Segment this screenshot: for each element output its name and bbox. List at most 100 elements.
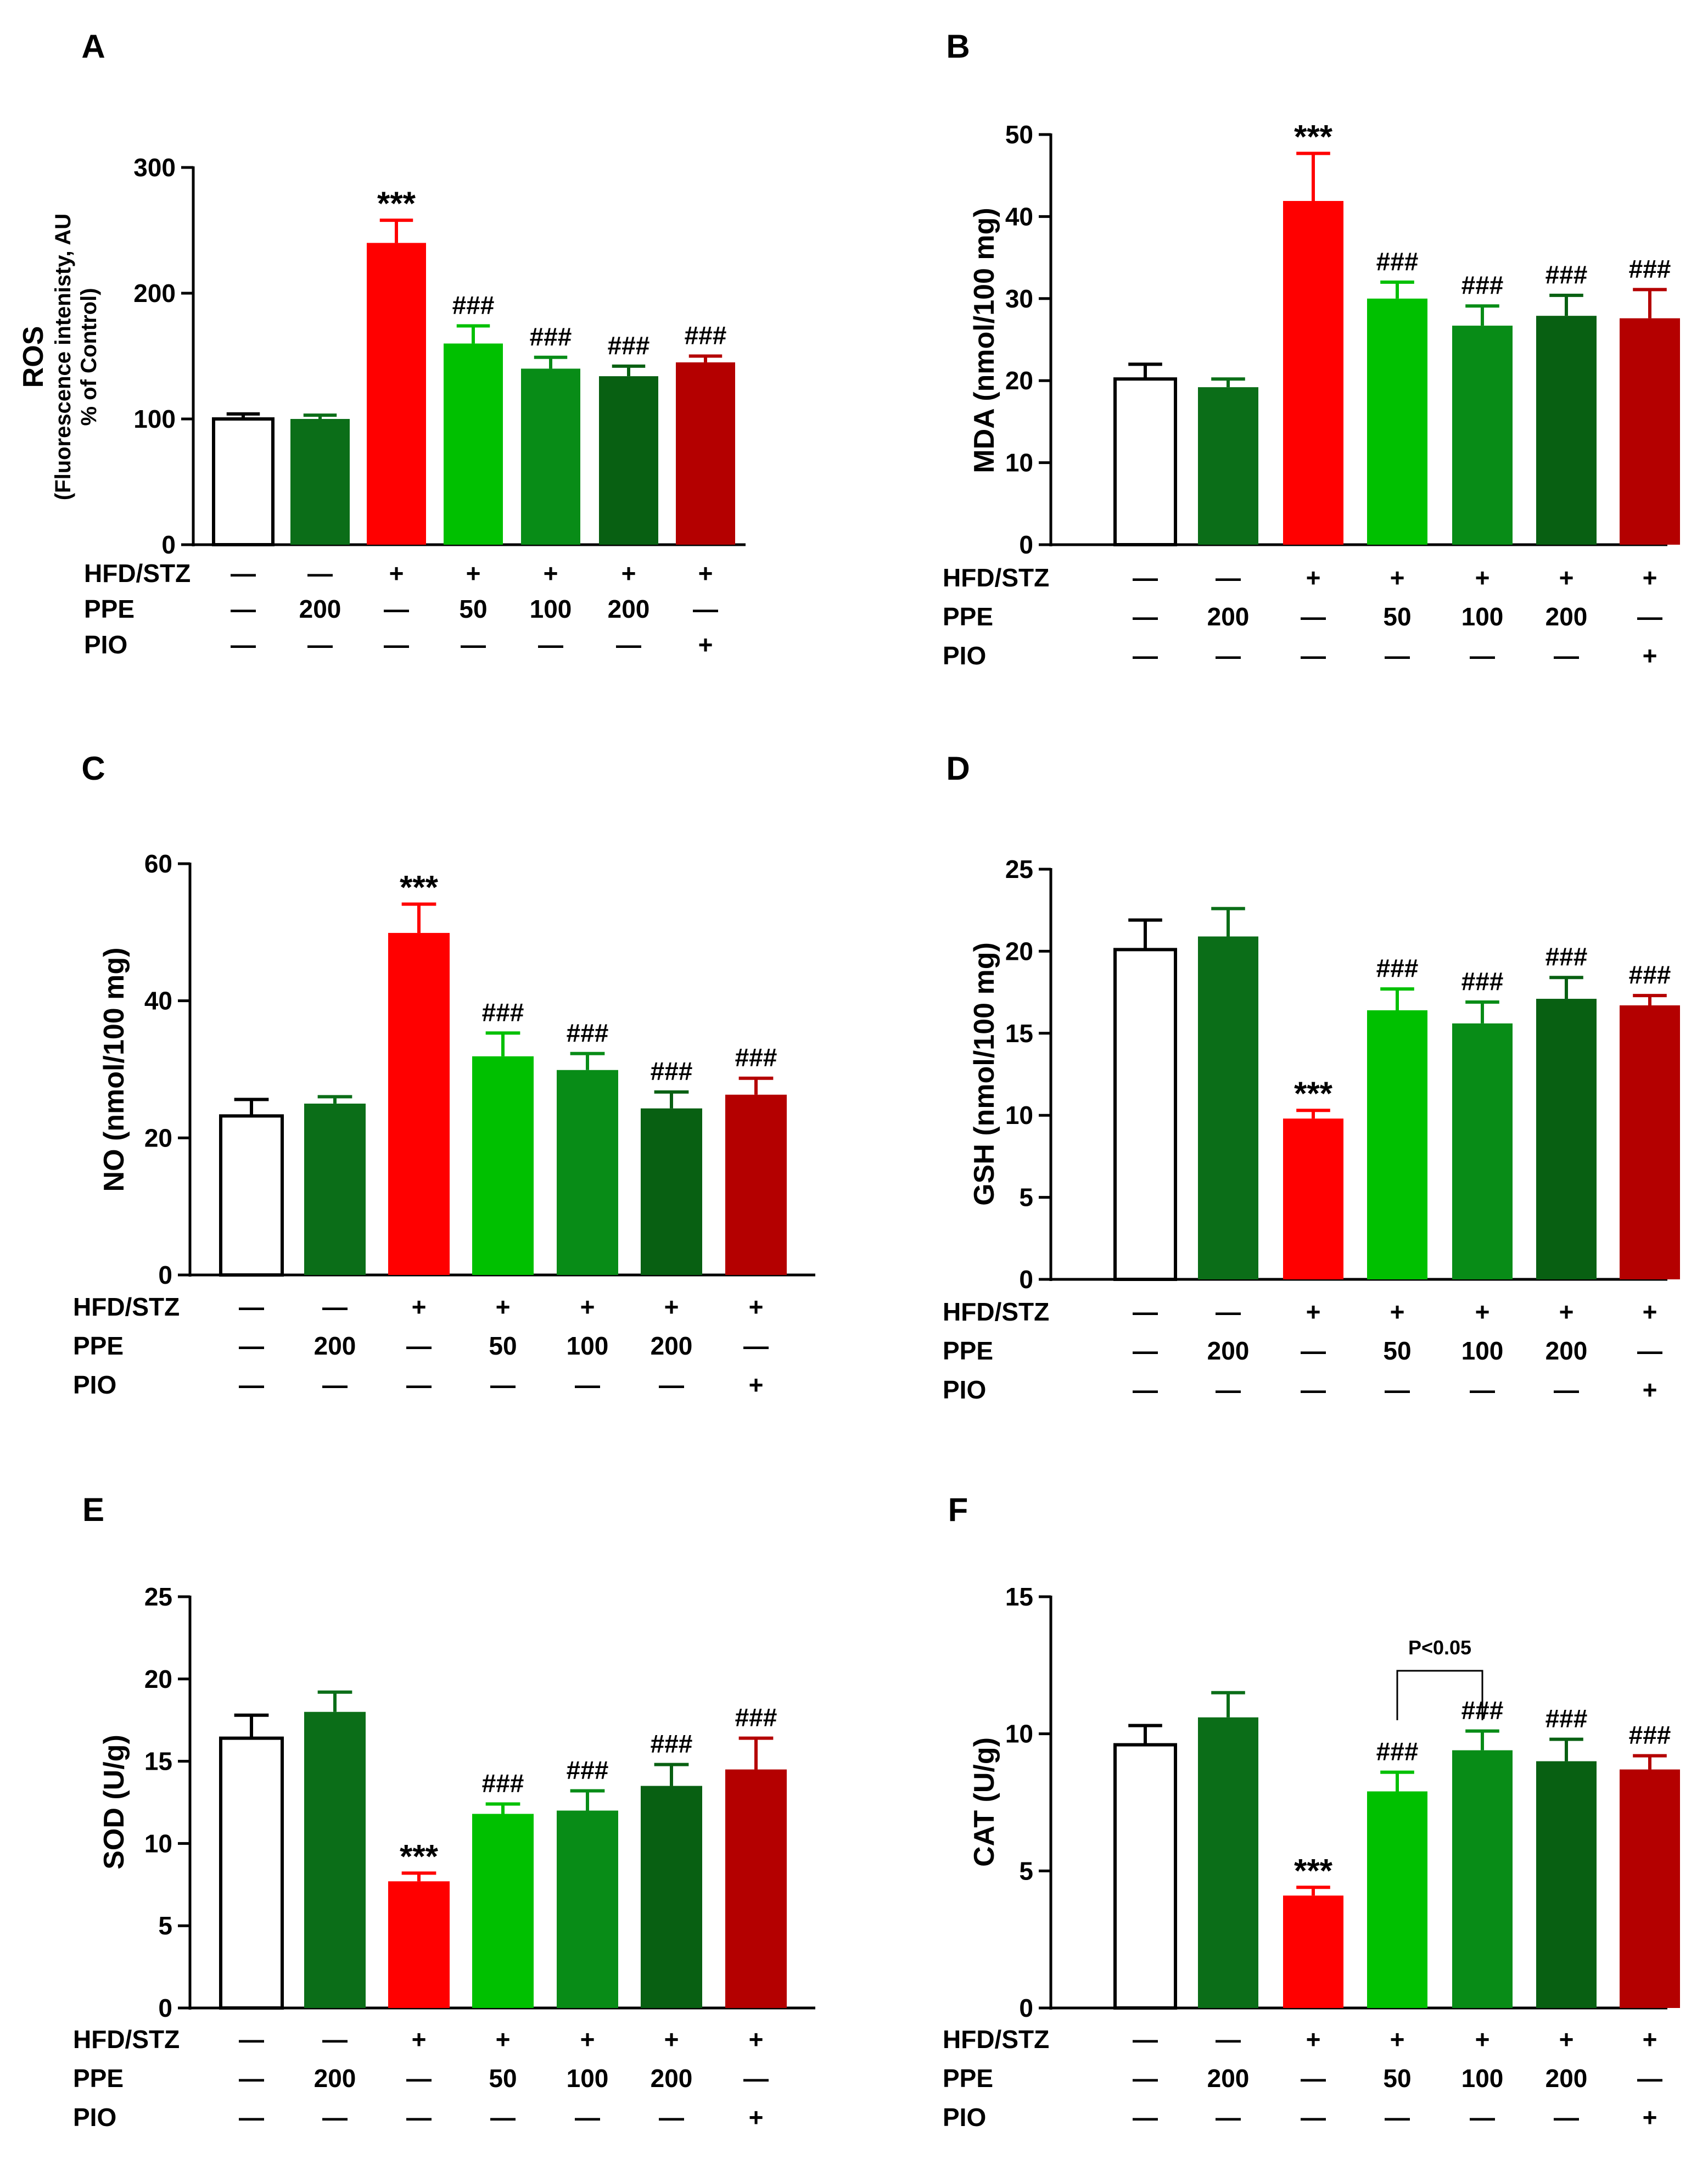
condition-cell: — [322,1371,348,1399]
condition-cell: + [1643,1375,1657,1404]
condition-cell: — [1554,1375,1579,1404]
bar [1367,1010,1427,1279]
condition-cell: — [406,2064,432,2093]
condition-row-label: HFD/STZ [943,2025,1049,2054]
condition-cell: — [231,559,256,588]
condition-row-label: HFD/STZ [84,559,191,588]
condition-cell: — [231,595,256,623]
condition-cell: 50 [489,2064,517,2093]
condition-cell: — [1301,1336,1326,1365]
condition-cell: — [1133,1375,1158,1404]
condition-cell: + [1559,1297,1574,1326]
comparison-bracket [1396,1670,1483,1720]
condition-cell: — [1133,1336,1158,1365]
panel-letter: B [946,28,970,65]
significance-hashes: ### [685,321,727,350]
condition-cell: — [1133,2064,1158,2093]
condition-cell: 200 [1207,602,1250,631]
condition-cell: — [231,630,256,659]
y-tick-label: 200 [133,279,176,307]
bar [367,243,426,545]
condition-cell: 200 [1545,1336,1588,1365]
bar [304,1711,366,2008]
condition-cell: — [239,2064,264,2093]
bar [388,1881,450,2008]
condition-cell: — [322,2025,348,2054]
condition-cell: 100 [1461,602,1504,631]
bar [304,1103,366,1275]
bar [1536,316,1597,545]
condition-cell: — [1133,2025,1158,2054]
significance-hashes: ### [1629,960,1671,989]
condition-cell: 200 [1545,2064,1588,2093]
condition-row-label: PPE [943,602,993,631]
condition-cell: — [1216,1375,1241,1404]
condition-cell: — [1216,563,1241,592]
condition-cell: 50 [459,595,487,623]
condition-cell: 200 [651,2064,693,2093]
condition-row-label: PIO [943,2103,986,2132]
condition-cell: — [1470,1375,1495,1404]
significance-hashes: ### [567,1019,609,1047]
bar [676,362,735,545]
significance-hashes: ### [1545,1704,1588,1733]
condition-row-label: PIO [73,1371,116,1399]
condition-cell: — [239,1293,264,1321]
bar [472,1056,534,1275]
significance-hashes: ### [1461,271,1504,299]
condition-cell: — [743,2064,769,2093]
significance-hashes: ### [567,1756,609,1785]
condition-cell: + [389,559,404,588]
condition-cell: 200 [651,1332,693,1360]
condition-cell: + [1390,563,1405,592]
bar [1536,1761,1597,2008]
chart-panel-a: A ROS (Fluorescence intenisty, AU% of Cont… [18,28,746,659]
condition-cell: — [616,630,641,659]
significance-hashes: ### [1545,942,1588,971]
significance-stars: *** [1294,1852,1333,1889]
bar [641,1786,702,2008]
panel-letter: D [946,750,970,787]
bar [1452,1750,1513,2008]
y-tick-label: 10 [1005,1720,1033,1748]
condition-row-label: PPE [943,1336,993,1365]
condition-cell: + [698,630,713,659]
condition-cell: 50 [489,1332,517,1360]
y-tick-label: 15 [1005,1019,1033,1048]
significance-stars: *** [1294,118,1333,155]
condition-cell: — [659,2103,684,2132]
y-tick-label: 0 [1019,1265,1033,1294]
condition-cell: — [1133,602,1158,631]
y-tick-label: 10 [1005,449,1033,477]
significance-stars: *** [400,1838,439,1875]
condition-cell: — [461,630,486,659]
significance-hashes: ### [1545,260,1588,289]
significance-hashes: ### [530,322,572,351]
condition-cell: + [749,1371,764,1399]
y-tick-label: 60 [144,849,172,878]
y-tick-label: 40 [144,987,172,1015]
significance-hashes: ### [1629,1721,1671,1749]
condition-cell: + [1643,2025,1657,2054]
significance-hashes: ### [1629,254,1671,283]
condition-cell: — [239,1332,264,1360]
condition-cell: + [496,2025,511,2054]
bar [1198,387,1258,545]
condition-cell: + [1643,641,1657,670]
bar [1536,999,1597,1279]
condition-row-label: HFD/STZ [73,1293,180,1321]
y-tick-label: 10 [144,1829,172,1858]
condition-cell: 100 [530,595,572,623]
significance-hashes: ### [651,1730,693,1758]
condition-cell: 100 [1461,2064,1504,2093]
significance-hashes: ### [735,1043,777,1072]
condition-cell: + [1475,2025,1490,2054]
bar [1113,377,1177,546]
y-tick-label: 40 [1005,202,1033,231]
bar [557,1070,618,1275]
significance-hashes: ### [1376,954,1419,982]
y-tick-label: 300 [133,153,176,182]
significance-hashes: ### [452,291,495,320]
condition-cell: — [1637,602,1662,631]
